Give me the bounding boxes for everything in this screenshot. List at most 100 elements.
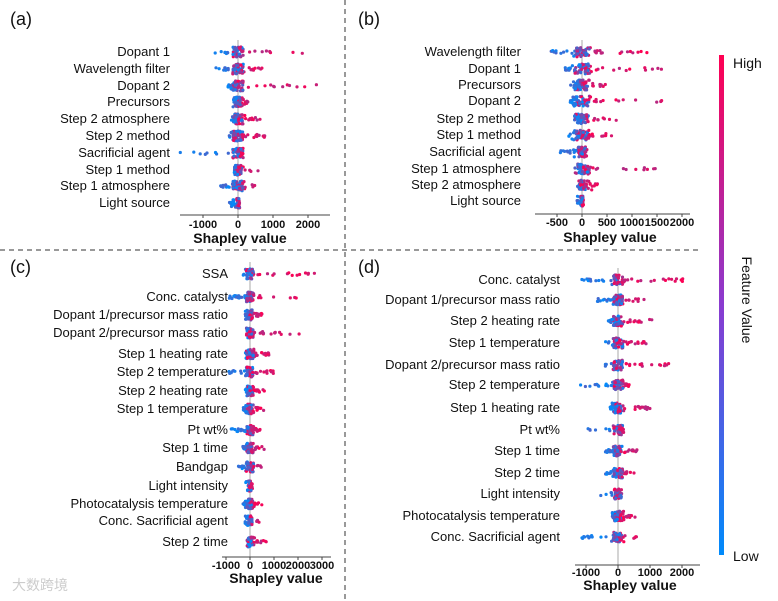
- shap-point: [231, 71, 235, 75]
- shap-point: [607, 427, 611, 431]
- shap-point: [595, 299, 600, 303]
- x-tick-label: 1000: [620, 217, 644, 229]
- shap-point: [590, 188, 594, 192]
- shap-point: [617, 510, 621, 514]
- shap-point: [614, 98, 618, 102]
- shap-point: [563, 66, 567, 70]
- shap-point: [634, 167, 638, 171]
- shap-point: [217, 67, 221, 71]
- shap-point: [245, 369, 249, 373]
- shap-point: [240, 295, 244, 299]
- feature-label: Step 2 heating rate: [450, 313, 560, 328]
- shap-point: [578, 79, 583, 83]
- shap-point: [251, 441, 255, 446]
- shap-point: [233, 80, 238, 84]
- shap-point: [570, 64, 575, 68]
- shap-point: [616, 280, 621, 284]
- feature-label: Light intensity: [481, 486, 561, 501]
- shap-point: [570, 137, 574, 141]
- x-tick-label: 1500: [645, 217, 669, 229]
- shap-point: [612, 451, 616, 456]
- shap-point: [247, 316, 251, 320]
- shap-point: [260, 445, 264, 449]
- feature-label: Dopant 1: [468, 61, 521, 76]
- shap-point: [247, 543, 251, 547]
- shap-point: [634, 535, 638, 539]
- shap-point: [613, 411, 617, 415]
- shap-point: [237, 52, 241, 56]
- shap-point: [581, 165, 586, 169]
- shap-point: [588, 95, 593, 99]
- shap-point: [312, 271, 316, 275]
- shap-point: [585, 170, 590, 174]
- shap-point: [592, 99, 596, 103]
- shap-point: [594, 68, 598, 72]
- shap-point: [579, 116, 584, 120]
- shap-point: [243, 101, 247, 105]
- shap-point: [616, 468, 620, 473]
- shap-point: [226, 151, 230, 155]
- shap-point: [250, 316, 254, 320]
- beeswarm-row: [243, 384, 266, 398]
- shap-point: [627, 448, 631, 452]
- shap-point: [618, 532, 622, 536]
- shap-point: [610, 511, 615, 515]
- shap-point: [235, 139, 239, 143]
- shap-point: [600, 134, 604, 138]
- shap-point: [643, 68, 648, 72]
- shap-point: [254, 133, 258, 137]
- x-axis-title: Shapley value: [583, 577, 677, 593]
- shap-point: [606, 341, 611, 345]
- feature-label: Step 2 atmosphere: [411, 177, 521, 192]
- shap-point: [607, 117, 612, 121]
- feature-label: Step 1 time: [494, 443, 560, 458]
- shap-point: [258, 427, 262, 432]
- x-tick-label: 1000: [262, 560, 286, 572]
- shap-point: [223, 50, 227, 55]
- shap-point: [612, 533, 616, 537]
- shap-point: [255, 408, 259, 412]
- shap-point: [563, 149, 567, 153]
- shap-point: [575, 84, 579, 88]
- shap-point: [265, 272, 270, 276]
- shap-point: [250, 365, 255, 370]
- shap-point: [628, 470, 633, 474]
- shap-point: [577, 155, 581, 159]
- shap-point: [580, 100, 585, 104]
- shap-point: [241, 152, 245, 156]
- shap-point: [223, 66, 227, 70]
- shap-point: [236, 79, 240, 83]
- shap-point: [226, 84, 230, 88]
- shap-point: [300, 51, 304, 55]
- shap-point: [613, 491, 618, 495]
- shap-point: [290, 273, 294, 277]
- shap-point: [619, 538, 623, 542]
- shap-point: [593, 383, 597, 387]
- shap-point: [232, 98, 236, 102]
- shap-point: [288, 296, 292, 300]
- shap-point: [237, 147, 241, 151]
- shap-point: [590, 184, 594, 188]
- shap-point: [237, 85, 241, 89]
- x-tick-label: -500: [546, 217, 568, 229]
- shap-point: [226, 185, 230, 189]
- shap-point: [268, 49, 272, 54]
- shap-point: [575, 199, 579, 203]
- beeswarm-row: [227, 196, 242, 210]
- shap-point: [614, 273, 618, 277]
- x-tick-label: 2000: [286, 560, 310, 572]
- feature-label: Dopant 2/precursor mass ratio: [385, 357, 560, 372]
- feature-label: Photocatalysis temperature: [70, 496, 228, 511]
- beeswarm-row: [229, 112, 262, 126]
- shap-point: [239, 164, 243, 168]
- shap-point: [575, 80, 580, 84]
- feature-label: Step 2 method: [436, 111, 521, 126]
- shap-point: [570, 51, 574, 55]
- shap-point: [622, 430, 626, 434]
- shap-point: [287, 83, 292, 88]
- shap-point: [298, 272, 302, 277]
- shap-point: [584, 52, 588, 57]
- feature-label: Light intensity: [149, 478, 229, 493]
- beeswarm-row: [214, 62, 264, 76]
- shap-point: [214, 66, 218, 70]
